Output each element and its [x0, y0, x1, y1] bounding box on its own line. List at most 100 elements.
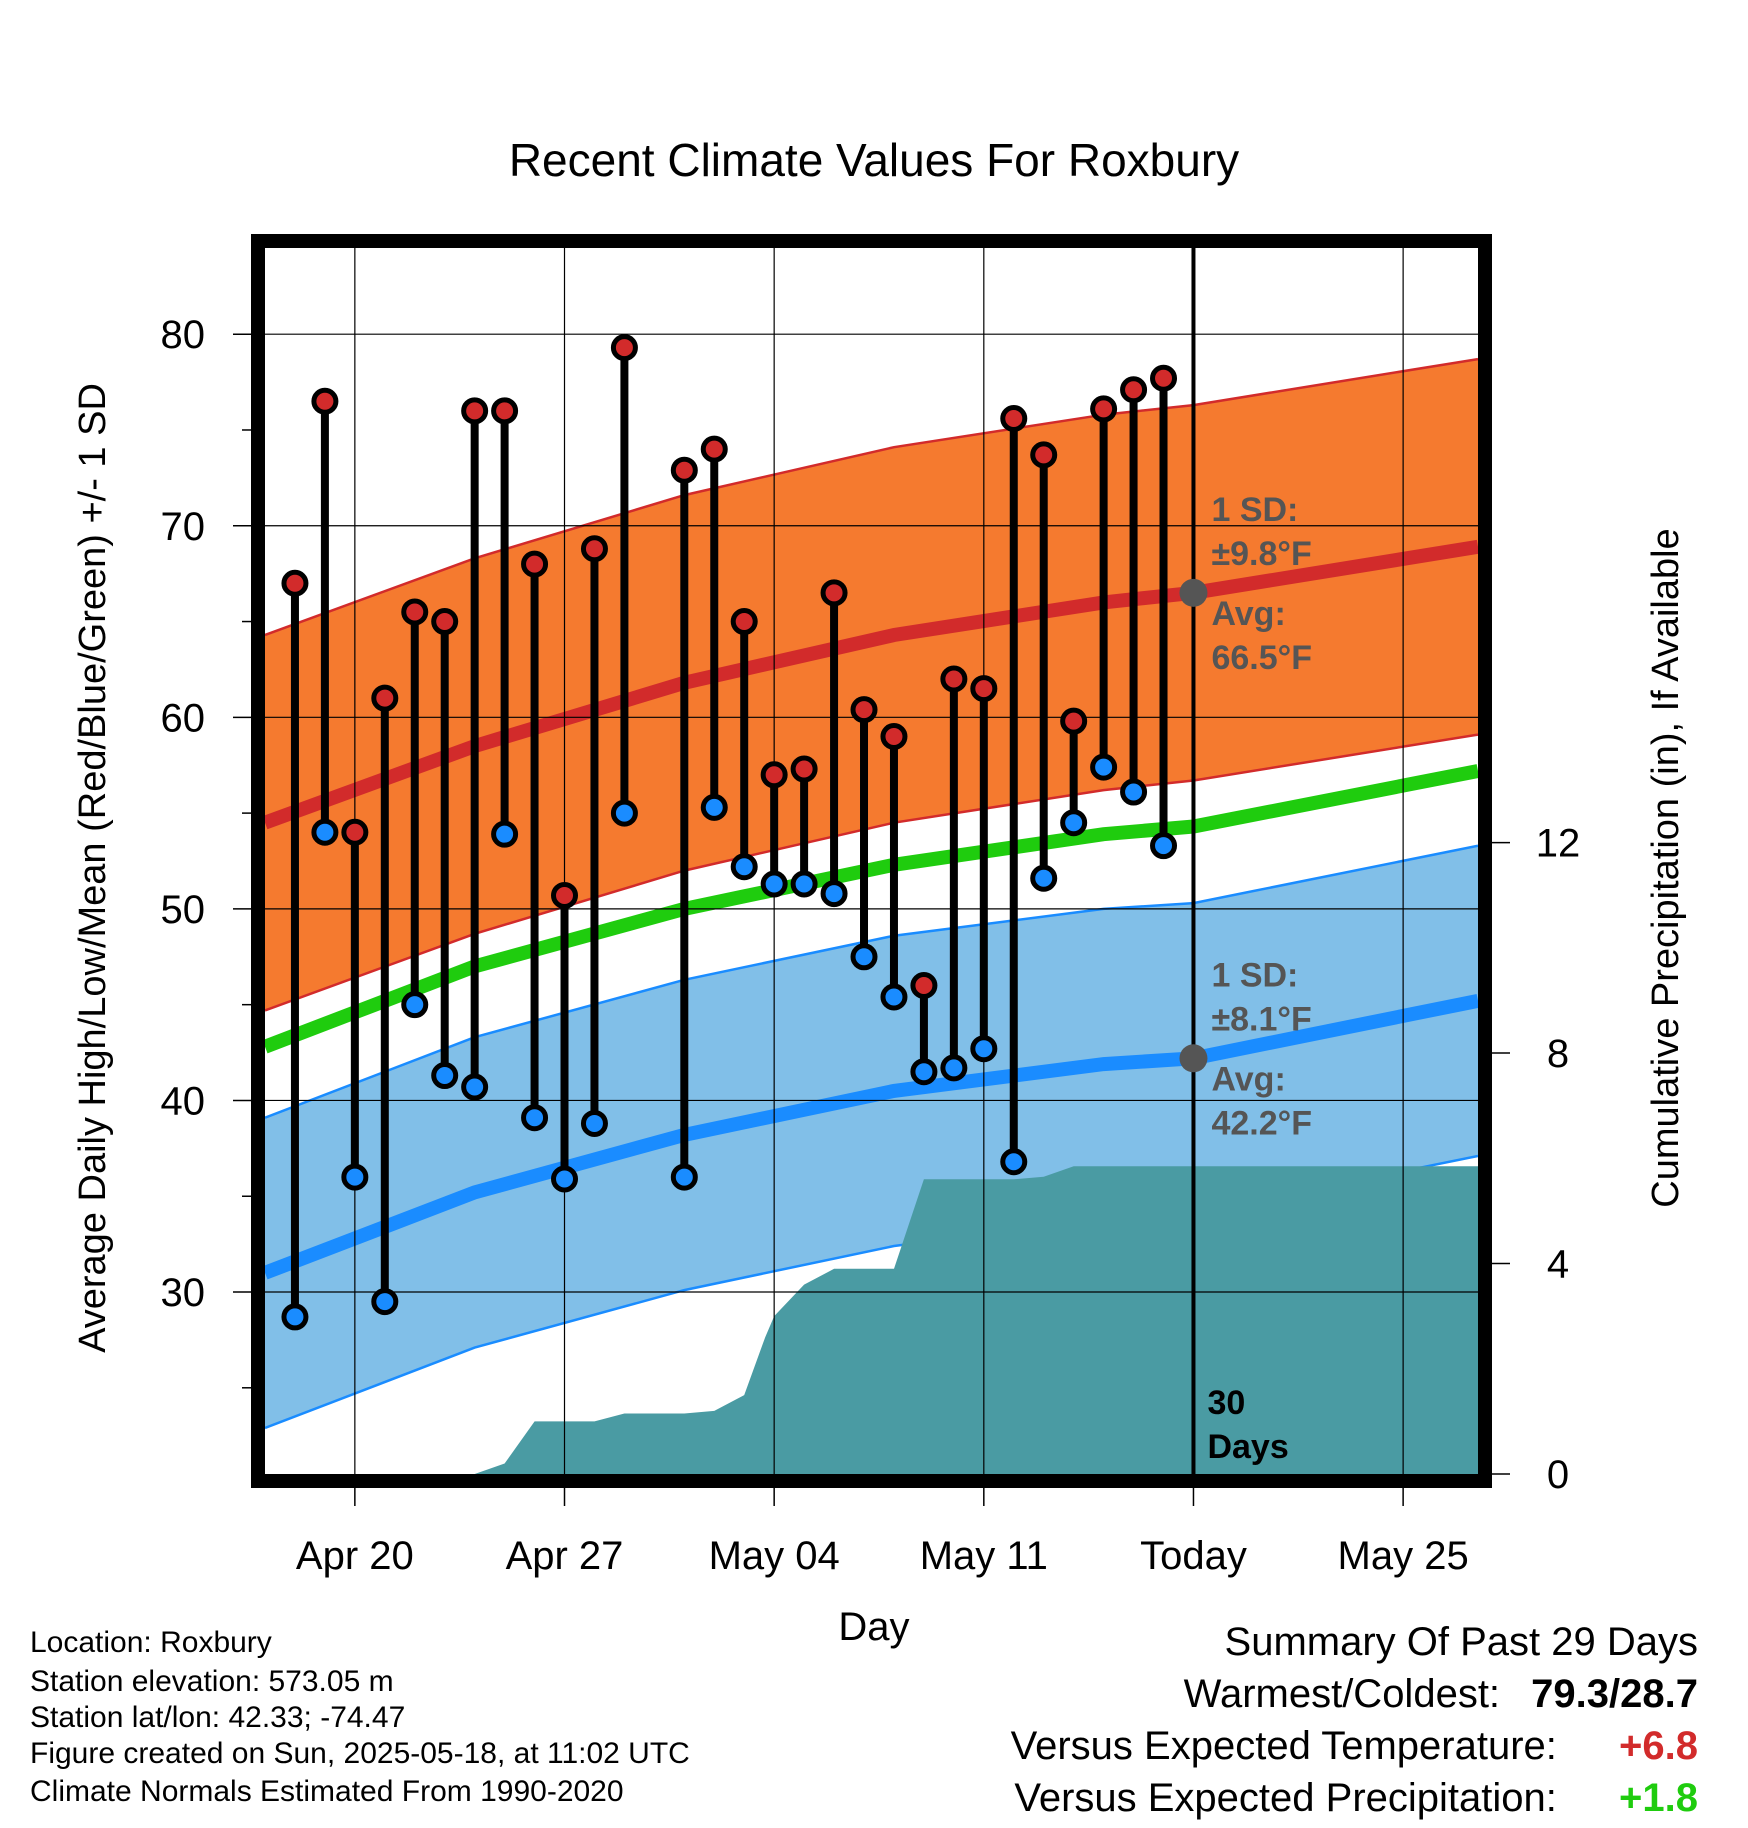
plot-frame [251, 234, 1492, 1488]
elevation-text: Station elevation: 573.05 m [30, 1665, 394, 1698]
low-temp-point [1150, 832, 1178, 860]
low-temp-point [820, 880, 848, 908]
days-count-label: 30 [1207, 1384, 1245, 1422]
low-temp-point [1120, 778, 1148, 806]
x-tick-label: Today [1140, 1534, 1247, 1578]
high-temp-point [281, 569, 309, 597]
high-temp-point [670, 456, 698, 484]
created-text: Figure created on Sun, 2025-05-18, at 11… [30, 1737, 690, 1770]
x-tick-label: May 25 [1338, 1534, 1469, 1578]
x-axis-label: Day [838, 1605, 909, 1649]
location-text: Location: Roxbury [30, 1626, 272, 1659]
low-temp-point [401, 991, 429, 1019]
x-tick-label: Apr 27 [506, 1534, 624, 1578]
low-temp-point [281, 1303, 309, 1331]
warm-cold-value: 79.3/28.7 [1531, 1672, 1698, 1716]
temp-label: Versus Expected Temperature: [1010, 1724, 1557, 1768]
low-avg-label: Avg: [1211, 1060, 1285, 1098]
y-tick-label: 70 [161, 505, 206, 549]
y2-tick-label: 0 [1547, 1453, 1569, 1497]
x-tick-label: May 11 [920, 1534, 1048, 1578]
normals-text: Climate Normals Estimated From 1990-2020 [30, 1775, 624, 1808]
low-temp-point [461, 1073, 489, 1101]
high-temp-point [1090, 395, 1118, 423]
today-high-normal-marker [1179, 578, 1208, 607]
high-temp-point [730, 608, 758, 636]
high-temp-point [551, 881, 579, 909]
y-tick-label: 50 [161, 888, 206, 932]
low-temp-point [1060, 809, 1088, 837]
high-temp-point [1060, 707, 1088, 735]
high-sd-value: ±9.8°F [1211, 535, 1311, 573]
temp-value: +6.8 [1619, 1724, 1698, 1768]
low-temp-point [1030, 864, 1058, 892]
high-temp-point [910, 972, 938, 1000]
y-tick-label: 60 [161, 696, 206, 740]
low-temp-point [551, 1165, 579, 1193]
low-temp-point [1090, 753, 1118, 781]
low-temp-point [431, 1062, 459, 1090]
today-low-normal-marker [1179, 1044, 1208, 1073]
high-temp-point [461, 397, 489, 425]
summary-temp-row: Versus Expected Temperature: +6.8 [1011, 1724, 1698, 1776]
summary-title: Summary Of Past 29 Days [1224, 1620, 1698, 1664]
high-avg-label: Avg: [1211, 595, 1285, 633]
low-avg-value: 42.2°F [1211, 1104, 1312, 1142]
low-temp-point [910, 1058, 938, 1086]
y2-tick-label: 4 [1547, 1243, 1569, 1287]
chart-title: Recent Climate Values For Roxbury [509, 134, 1239, 186]
precip-value: +1.8 [1619, 1776, 1698, 1820]
low-temp-point [521, 1104, 549, 1132]
high-temp-point [1120, 376, 1148, 404]
low-temp-point [371, 1288, 399, 1316]
low-temp-point [880, 983, 908, 1011]
low-sd-band [265, 845, 1478, 1428]
high-temp-point [401, 598, 429, 626]
low-temp-point [491, 820, 519, 848]
latlon-text: Station lat/lon: 42.33; -74.47 [30, 1701, 406, 1734]
precip-label: Versus Expected Precipitation: [1014, 1776, 1557, 1820]
high-temp-point [970, 675, 998, 703]
low-temp-point [311, 818, 339, 846]
low-temp-point [341, 1163, 369, 1191]
y-tick-label: 40 [161, 1079, 206, 1123]
low-temp-point [790, 870, 818, 898]
station-info: Location: Roxbury Station elevation: 573… [30, 1625, 690, 1810]
high-temp-point [371, 684, 399, 712]
summary-precip-row: Versus Expected Precipitation: +1.8 [1011, 1776, 1698, 1828]
low-temp-point [940, 1054, 968, 1082]
plot-area: 1 SD: ±9.8°F Avg: 66.5°F 1 SD: ±8.1°F Avg: 42.2… [265, 248, 1478, 1474]
high-temp-point [790, 755, 818, 783]
low-temp-point [700, 793, 728, 821]
axes: 30 40 50 60 70 80 0 4 8 12 Apr 20 Apr 27 May 04 May 1… [161, 234, 1581, 1578]
y-tick-label: 30 [161, 1271, 206, 1315]
low-sd-label: 1 SD: [1211, 956, 1298, 994]
low-temp-point [730, 853, 758, 881]
high-temp-point [820, 579, 848, 607]
high-temp-point [940, 665, 968, 693]
high-temp-point [491, 397, 519, 425]
y2-tick-label: 12 [1536, 822, 1581, 866]
low-temp-point [670, 1163, 698, 1191]
high-temp-point [1030, 441, 1058, 469]
high-sd-label: 1 SD: [1211, 491, 1298, 529]
y-tick-label: 80 [161, 313, 206, 357]
high-temp-point [341, 818, 369, 846]
high-temp-point [431, 608, 459, 636]
low-temp-point [760, 870, 788, 898]
high-temp-point [521, 550, 549, 578]
x-tick-label: May 04 [709, 1534, 840, 1578]
high-temp-point [880, 722, 908, 750]
y-axis-label: Average Daily High/Low/Mean (Red/Blue/Gr… [72, 383, 114, 1353]
y2-axis-label: Cumulative Precipitation (in), If Availa… [1645, 528, 1687, 1207]
warm-cold-label: Warmest/Coldest: [1183, 1672, 1501, 1716]
days-unit-label: Days [1207, 1428, 1288, 1466]
high-temp-point [1150, 364, 1178, 392]
low-temp-point [580, 1109, 608, 1137]
high-avg-value: 66.5°F [1211, 639, 1312, 677]
high-temp-point [760, 761, 788, 789]
low-temp-point [1000, 1148, 1028, 1176]
low-temp-point [970, 1035, 998, 1063]
summary-warm-cold-row: Warmest/Coldest: 79.3/28.7 [1011, 1672, 1698, 1724]
